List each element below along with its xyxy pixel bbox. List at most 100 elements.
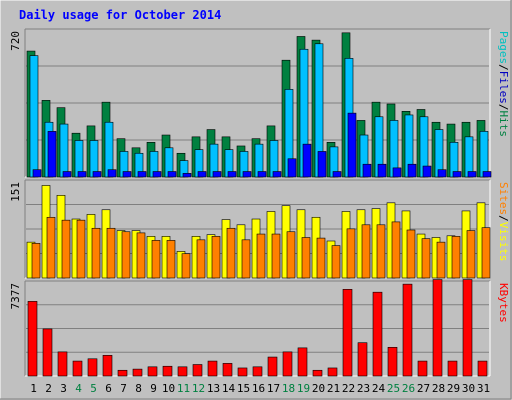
bar-sites-day-18 xyxy=(286,231,296,279)
bar-pages-day-29 xyxy=(452,171,462,178)
bar-kbytes-day-7 xyxy=(117,369,128,377)
y-max-label: 151 xyxy=(9,182,22,202)
bar-kbytes-day-28 xyxy=(432,279,443,377)
x-tick-label: 2 xyxy=(45,382,52,395)
x-tick-label: 27 xyxy=(417,382,430,395)
x-tick-label: 3 xyxy=(60,382,67,395)
bar-files-day-31 xyxy=(479,131,489,178)
x-tick-label: 30 xyxy=(462,382,475,395)
bar-kbytes-day-31 xyxy=(477,360,488,377)
bar-sites-day-4 xyxy=(76,219,86,279)
bar-sites-day-7 xyxy=(121,231,131,279)
panel-hits-files-pages: 720 Pages/Files/Hits xyxy=(9,28,510,178)
legend-entry: KBytes xyxy=(497,283,510,323)
panel-kbytes: 7377 KBytes xyxy=(9,279,510,377)
bar-pages-day-24 xyxy=(377,163,387,178)
x-tick-label: 5 xyxy=(90,382,97,395)
bar-pages-day-26 xyxy=(407,163,417,178)
x-tick-label: 1 xyxy=(30,382,37,395)
bar-files-day-30 xyxy=(464,136,474,178)
bar-sites-day-15 xyxy=(241,239,251,279)
legend-entry: Pages xyxy=(497,31,510,64)
bar-kbytes-day-23 xyxy=(357,342,368,377)
bar-kbytes-day-26 xyxy=(402,283,413,377)
bar-sites-day-25 xyxy=(391,221,401,279)
bar-sites-day-19 xyxy=(301,237,311,279)
bar-sites-day-2 xyxy=(46,216,56,279)
panel-visits-sites: 151 Sites/Visits xyxy=(9,179,510,279)
bar-sites-day-30 xyxy=(466,230,476,279)
bar-sites-day-1 xyxy=(31,243,41,279)
y-max-label: 7377 xyxy=(9,283,22,310)
bar-sites-day-31 xyxy=(481,227,491,279)
x-tick-label: 7 xyxy=(120,382,127,395)
x-tick-label: 26 xyxy=(402,382,415,395)
x-tick-label: 25 xyxy=(387,382,400,395)
bar-kbytes-day-29 xyxy=(447,360,458,377)
bar-kbytes-day-3 xyxy=(57,351,68,377)
bar-kbytes-day-11 xyxy=(177,366,188,377)
bar-pages-day-23 xyxy=(362,163,372,178)
bar-sites-day-10 xyxy=(166,240,176,279)
bar-sites-day-17 xyxy=(271,233,281,279)
bar-sites-day-23 xyxy=(361,224,371,279)
bar-kbytes-day-18 xyxy=(282,351,293,377)
bar-pages-day-22 xyxy=(347,112,357,178)
x-tick-label: 29 xyxy=(447,382,460,395)
bar-pages-day-6 xyxy=(107,169,117,178)
bar-pages-day-28 xyxy=(437,169,447,178)
x-tick-label: 8 xyxy=(135,382,142,395)
bar-kbytes-day-20 xyxy=(312,369,323,377)
bar-sites-day-16 xyxy=(256,233,266,279)
bar-sites-day-26 xyxy=(406,229,416,279)
legend-entry: Sites xyxy=(497,182,510,215)
x-tick-label: 22 xyxy=(342,382,355,395)
bar-sites-day-14 xyxy=(226,227,236,279)
bar-kbytes-day-6 xyxy=(102,355,113,377)
bar-sites-day-9 xyxy=(151,240,161,279)
bar-kbytes-day-15 xyxy=(237,367,248,377)
bar-kbytes-day-22 xyxy=(342,289,353,377)
x-tick-label: 10 xyxy=(162,382,175,395)
bar-pages-day-21 xyxy=(332,171,342,178)
bar-kbytes-day-8 xyxy=(132,368,143,377)
bar-files-day-3 xyxy=(59,123,69,178)
bar-kbytes-day-30 xyxy=(462,279,473,377)
bar-sites-day-3 xyxy=(61,219,71,279)
bar-kbytes-day-12 xyxy=(192,364,203,377)
x-tick-label: 11 xyxy=(177,382,190,395)
x-tick-label: 19 xyxy=(297,382,310,395)
legend-entry: Visits xyxy=(497,222,510,262)
legend-separator: / xyxy=(497,104,510,111)
x-axis-labels: 1 2 3 4 5 6 7 8 9 10 11 12 13 14 15 16 17 18 19 20 21 22 23 24 2… xyxy=(30,382,490,395)
bar-sites-day-22 xyxy=(346,228,356,279)
bar-sites-day-13 xyxy=(211,236,221,279)
bar-sites-day-24 xyxy=(376,224,386,279)
bar-sites-day-5 xyxy=(91,227,101,279)
x-tick-label: 9 xyxy=(150,382,157,395)
bar-pages-day-14 xyxy=(227,171,237,178)
bar-sites-day-11 xyxy=(181,253,191,279)
x-tick-label: 12 xyxy=(192,382,205,395)
bar-pages-day-3 xyxy=(62,171,72,178)
bar-sites-day-21 xyxy=(331,245,341,279)
bar-kbytes-day-10 xyxy=(162,365,173,377)
x-tick-label: 13 xyxy=(207,382,220,395)
x-tick-label: 23 xyxy=(357,382,370,395)
bar-sites-day-12 xyxy=(196,239,206,279)
bar-sites-day-20 xyxy=(316,237,326,279)
bar-pages-day-1 xyxy=(32,169,42,178)
bar-kbytes-day-27 xyxy=(417,360,428,377)
legend-separator: / xyxy=(497,64,510,71)
bar-kbytes-day-1 xyxy=(27,301,38,377)
bar-pages-day-15 xyxy=(242,171,252,178)
bar-pages-day-2 xyxy=(47,131,57,178)
bar-kbytes-day-14 xyxy=(222,363,233,377)
bar-pages-day-18 xyxy=(287,158,297,178)
x-tick-label: 18 xyxy=(282,382,295,395)
bar-pages-day-31 xyxy=(482,171,492,178)
bar-files-day-6 xyxy=(104,121,114,178)
bar-kbytes-day-25 xyxy=(387,346,398,377)
